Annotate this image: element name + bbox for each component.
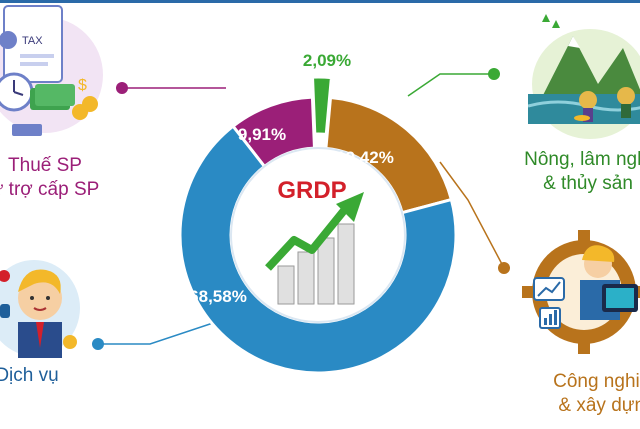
services-label-line1: Dịch vụ bbox=[0, 365, 59, 386]
tax-label-line2: ư trợ cấp SP bbox=[0, 179, 100, 200]
agri-value-label: 19,42% bbox=[336, 148, 394, 167]
industry-callout bbox=[439, 161, 510, 274]
agri-callout bbox=[407, 68, 500, 97]
tax-icon-text: TAX bbox=[22, 35, 43, 47]
center-label: GRDP bbox=[277, 177, 346, 204]
services-callout bbox=[92, 319, 223, 350]
industry-label: Công nghiệp & xây dựng bbox=[522, 370, 640, 418]
tax-label: Thuế SP ư trợ cấp SP bbox=[0, 154, 130, 202]
agriculture-label-line1: Nông, lâm nghi bbox=[524, 149, 640, 170]
tax-value-label: 9,91% bbox=[238, 125, 286, 144]
svg-text:$: $ bbox=[78, 77, 87, 94]
agri-small-value-label: 2,09% bbox=[303, 51, 351, 70]
growth-chart-icon bbox=[265, 192, 364, 305]
services-value-label: 68,58% bbox=[189, 287, 247, 306]
donut-inner-ring bbox=[230, 147, 406, 323]
services-illustration bbox=[0, 260, 80, 358]
tax-callout bbox=[116, 82, 226, 94]
top-border-line bbox=[0, 0, 640, 3]
tax-label-line1: Thuế SP bbox=[8, 155, 82, 176]
agriculture-label: Nông, lâm nghi & thủy sản bbox=[488, 148, 640, 196]
slice-value-labels: 9,91% 2,09% 19,42% 68,58% bbox=[189, 51, 394, 306]
tax-illustration: TAX $ bbox=[0, 5, 103, 136]
industry-illustration bbox=[522, 230, 640, 354]
industry-label-line2: & xây dựng bbox=[558, 395, 640, 416]
industry-label-line1: Công nghiệp bbox=[553, 371, 640, 392]
agriculture-illustration bbox=[528, 14, 640, 139]
callout-lines bbox=[92, 68, 510, 350]
services-label: Dịch vụ bbox=[0, 364, 72, 388]
agriculture-label-line2: & thủy sản bbox=[543, 173, 633, 194]
